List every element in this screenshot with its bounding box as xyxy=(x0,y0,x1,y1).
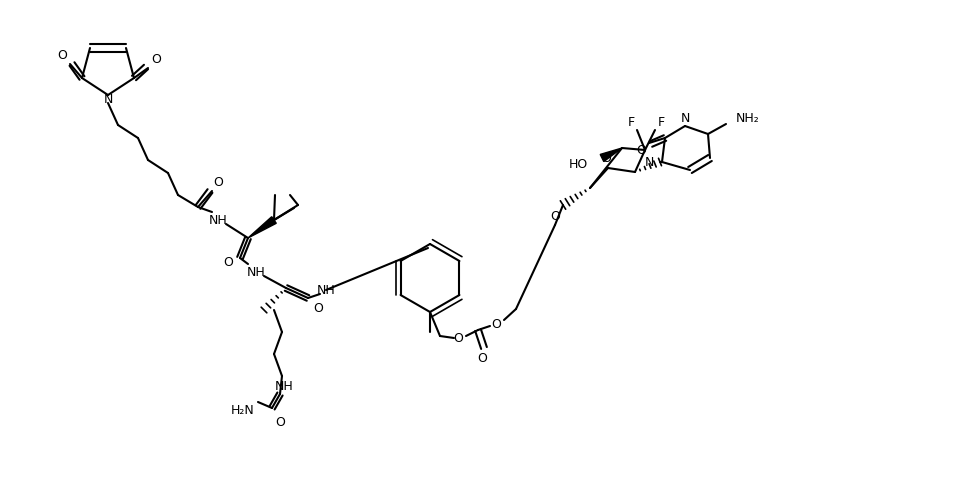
Text: O: O xyxy=(275,415,285,428)
Text: HO: HO xyxy=(569,158,588,170)
Text: O: O xyxy=(213,176,223,190)
Text: O: O xyxy=(57,49,67,63)
Text: O: O xyxy=(223,255,233,269)
Text: O: O xyxy=(151,53,161,67)
Text: O: O xyxy=(453,331,463,344)
Text: NH: NH xyxy=(275,379,293,393)
Text: NH: NH xyxy=(246,265,265,279)
Polygon shape xyxy=(600,148,622,162)
Text: N: N xyxy=(645,156,654,168)
Text: N: N xyxy=(103,93,113,107)
Text: O: O xyxy=(313,301,323,315)
Text: NH₂: NH₂ xyxy=(736,112,760,124)
Text: O: O xyxy=(601,152,611,165)
Text: N: N xyxy=(680,112,690,124)
Text: H₂N: H₂N xyxy=(230,404,254,416)
Text: O: O xyxy=(477,352,487,365)
Text: F: F xyxy=(657,116,664,128)
Polygon shape xyxy=(248,217,277,238)
Text: F: F xyxy=(627,116,635,128)
Text: O: O xyxy=(550,210,560,223)
Text: O: O xyxy=(491,318,501,330)
Text: NH: NH xyxy=(208,213,227,227)
Text: O: O xyxy=(636,143,646,157)
Text: NH: NH xyxy=(317,284,335,296)
